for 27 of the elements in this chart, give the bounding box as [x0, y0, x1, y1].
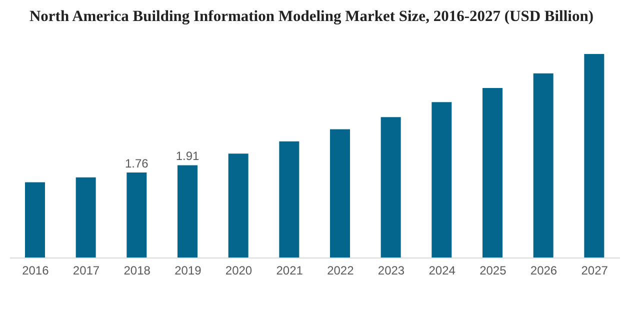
bar: [25, 182, 45, 258]
bar: [380, 117, 401, 258]
x-tick-label: 2026: [530, 264, 558, 278]
x-tick-label: 2018: [124, 264, 151, 278]
bar: [432, 102, 452, 258]
x-tick-label: 2027: [581, 264, 608, 278]
bar: [126, 172, 147, 258]
bar: [330, 129, 350, 258]
bar: [482, 88, 502, 258]
x-tick-label: 2025: [480, 264, 507, 278]
bar: [279, 141, 300, 258]
x-tick-label: 2021: [276, 264, 304, 278]
bar: [76, 177, 96, 258]
data-label: 1.76: [124, 156, 149, 171]
bar: [584, 54, 604, 258]
bar: [228, 154, 248, 258]
bar: [178, 165, 198, 258]
x-tick-label: 2024: [428, 264, 456, 278]
chart-title: North America Building Information Modeling Market Size, 2016-2027 (USD Billion): [28, 8, 594, 26]
x-tick-label: 2019: [174, 264, 202, 278]
x-tick-label: 2023: [378, 264, 405, 278]
bar: [533, 73, 554, 258]
x-tick-label: 2017: [72, 264, 100, 278]
x-tick-label: 2016: [22, 264, 50, 278]
data-label: 1.91: [176, 149, 200, 164]
x-tick-label: 2020: [225, 264, 252, 278]
x-tick-label: 2022: [327, 264, 354, 278]
